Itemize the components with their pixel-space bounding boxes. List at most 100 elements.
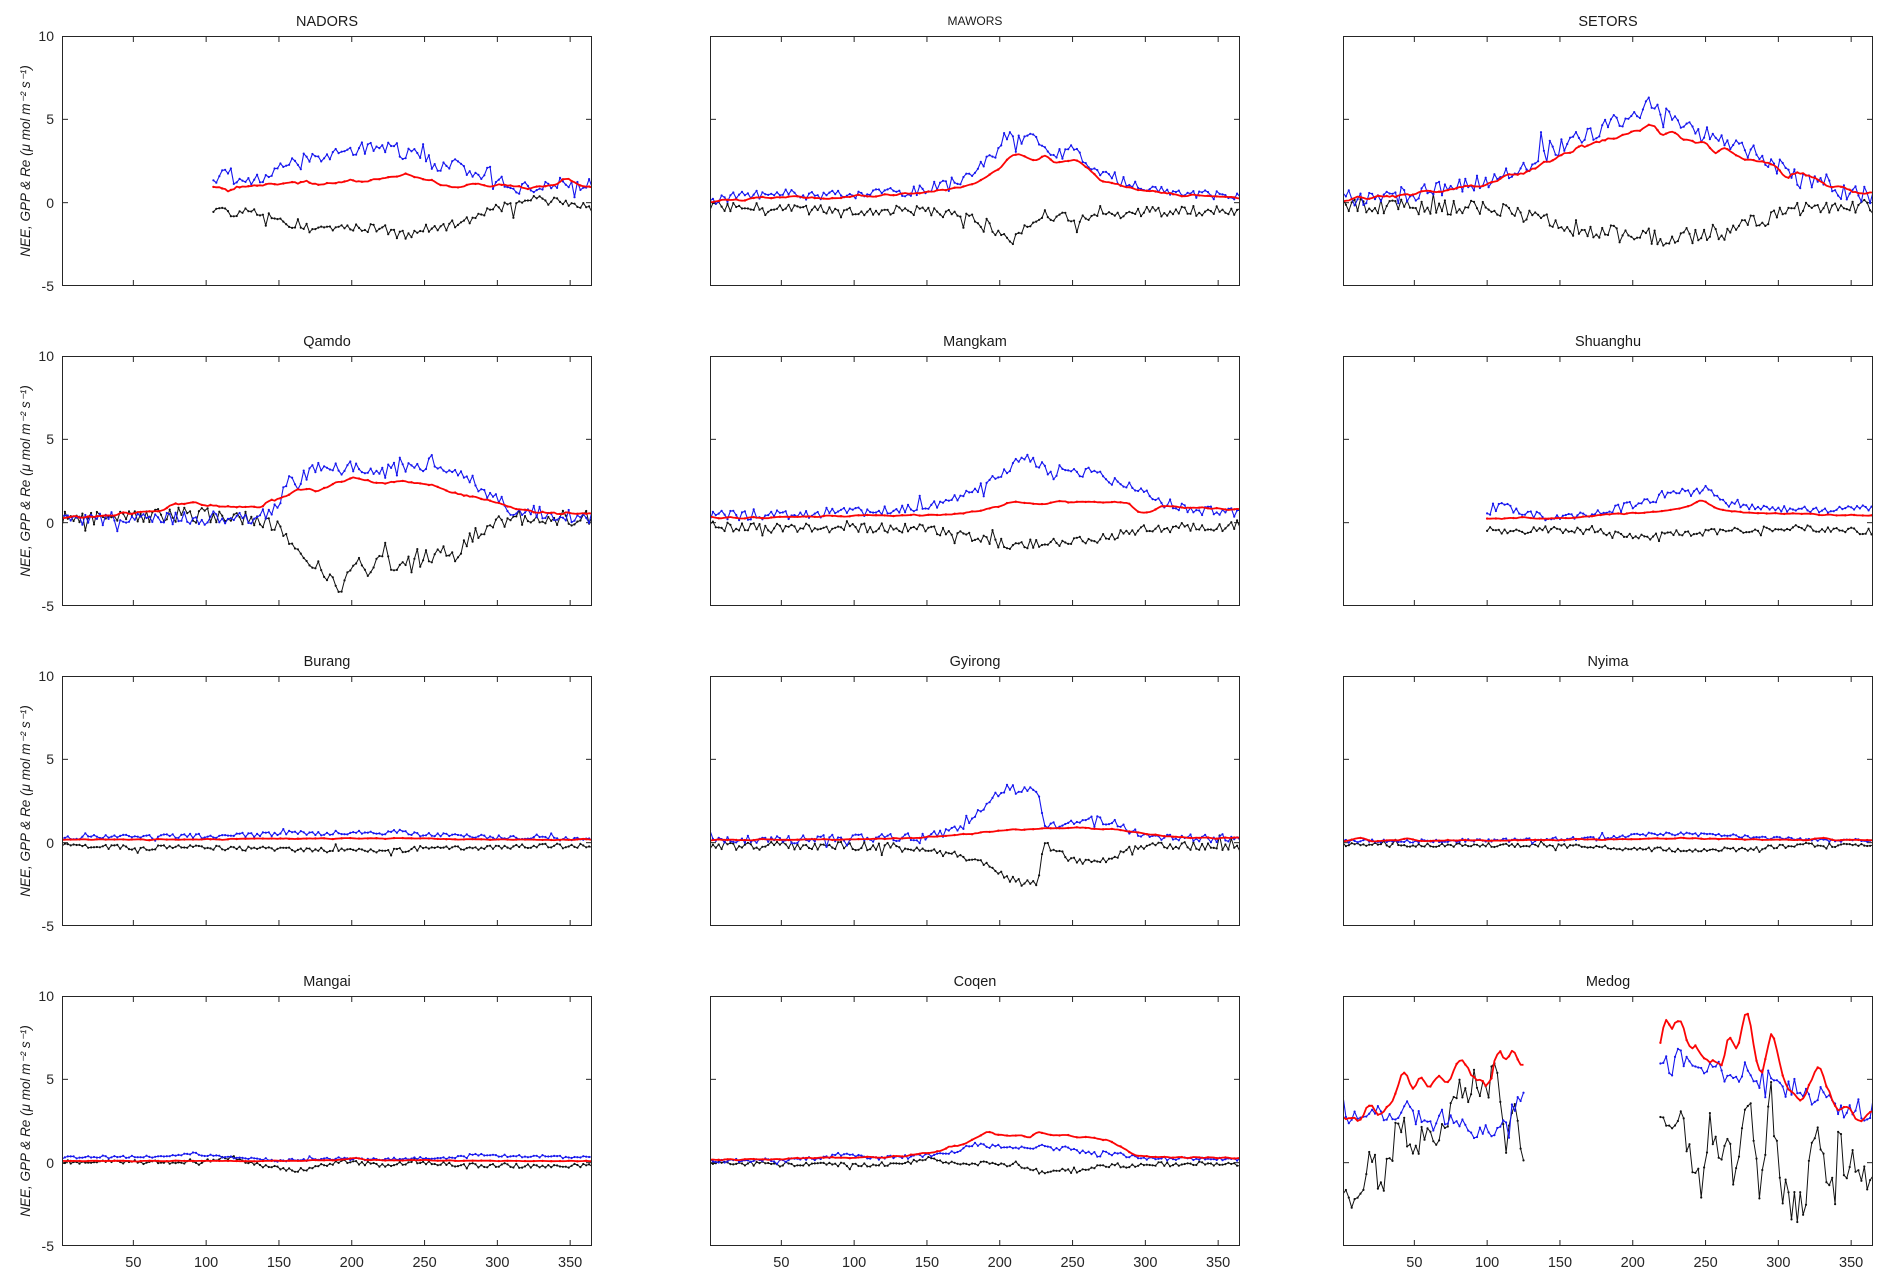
x-tick-label: 50	[773, 1255, 790, 1271]
y-tick-label: 10	[38, 668, 54, 684]
series-markers-re	[212, 172, 591, 192]
x-tick-label: 50	[1406, 1255, 1423, 1271]
x-tick-label: 100	[1475, 1255, 1500, 1271]
series-line-gpp	[213, 141, 592, 198]
series-markers-re	[1485, 500, 1873, 520]
panel-title: Mangkam	[943, 334, 1007, 350]
x-tick-label: 150	[266, 1255, 292, 1271]
plot-border	[710, 676, 1240, 926]
panel-title: Mangai	[303, 974, 351, 990]
axis-ticks	[62, 676, 592, 926]
y-axis-label: NEE, GPP & Re (μ mol m⁻² s⁻¹)	[18, 1025, 33, 1217]
x-tick-label: 250	[1693, 1255, 1718, 1271]
series-markers-nee	[1486, 524, 1873, 543]
y-axis-label: NEE, GPP & Re (μ mol m⁻² s⁻¹)	[18, 385, 33, 577]
series-line-re	[1343, 123, 1873, 203]
y-tick-label: -5	[41, 918, 54, 934]
series-markers-re	[710, 826, 1236, 842]
x-tick-label: 200	[339, 1255, 364, 1271]
series-line-re	[710, 1131, 1240, 1162]
axis-ticks	[1343, 676, 1873, 926]
series-markers-gpp	[62, 454, 592, 533]
series-markers-re	[1343, 1012, 1872, 1123]
series-markers-nee	[710, 200, 1240, 246]
plot-area	[710, 996, 1240, 1246]
y-tick-label: -5	[41, 1238, 54, 1254]
series-line-nee	[213, 195, 592, 240]
series-line-nee	[1486, 524, 1872, 542]
series-markers-nee	[710, 834, 1240, 887]
plot-area	[1343, 676, 1873, 926]
x-tick-label: 350	[558, 1255, 583, 1271]
x-tick-label: 250	[1060, 1255, 1085, 1271]
panel-title: MAWORS	[947, 14, 1003, 28]
x-tick-label: 200	[1620, 1255, 1645, 1271]
plot-border	[62, 36, 592, 286]
panel-title: Coqen	[953, 974, 997, 990]
series-line-nee	[62, 843, 592, 856]
plot-border	[62, 356, 592, 606]
plot-border	[710, 996, 1240, 1246]
series-markers-gpp	[1343, 96, 1873, 207]
y-tick-label: 0	[46, 514, 54, 531]
plot-area	[62, 996, 592, 1246]
axis-ticks	[62, 36, 592, 286]
series-markers-nee	[62, 842, 592, 857]
series-markers-nee	[212, 195, 592, 240]
series-markers-gpp	[1486, 484, 1873, 522]
plot-area	[62, 356, 592, 606]
y-tick-label: -5	[41, 278, 54, 294]
series-markers-gpp	[212, 141, 592, 199]
series-line-re	[710, 500, 1240, 520]
y-tick-label: 0	[46, 1154, 54, 1171]
panel-title: Qamdo	[303, 334, 351, 350]
panel-title: Shuanghu	[1574, 334, 1642, 350]
x-tick-label: 150	[914, 1255, 940, 1271]
series-markers-nee	[1343, 192, 1873, 247]
plot-border	[62, 996, 592, 1246]
axis-ticks	[710, 36, 1240, 286]
series-markers-re	[62, 836, 588, 842]
y-axis-label: NEE, GPP & Re (μ mol m⁻² s⁻¹)	[18, 65, 33, 257]
plot-area	[710, 676, 1240, 926]
y-tick-label: 5	[46, 1071, 54, 1088]
axis-ticks	[710, 676, 1240, 926]
plot-border	[710, 36, 1240, 286]
axis-ticks	[710, 356, 1240, 606]
plot-area	[62, 676, 592, 926]
x-tick-label: 250	[412, 1255, 437, 1271]
axis-ticks	[62, 356, 592, 606]
panel-title: NADORS	[295, 14, 359, 30]
panel-title: Nyima	[1587, 654, 1629, 670]
series-line-gpp	[1343, 97, 1873, 206]
series-line-gpp	[62, 454, 592, 532]
panel-title: Medog	[1585, 974, 1631, 990]
plot-border	[1343, 676, 1873, 926]
y-tick-label: 10	[38, 348, 54, 364]
series-line-nee	[1343, 1062, 1873, 1223]
plot-border	[62, 676, 592, 926]
plot-area	[1343, 356, 1873, 606]
plot-area	[1343, 36, 1873, 286]
plot-area	[710, 356, 1240, 606]
axis-ticks	[1343, 36, 1873, 286]
plot-border	[1343, 996, 1873, 1246]
y-tick-label: -5	[41, 598, 54, 614]
x-tick-label: 50	[125, 1255, 142, 1271]
plot-area	[710, 36, 1240, 286]
x-tick-label: 350	[1839, 1255, 1864, 1271]
panel-title: Burang	[303, 654, 351, 670]
y-tick-label: 10	[38, 28, 54, 44]
series-line-re	[710, 153, 1240, 204]
y-tick-label: 10	[38, 988, 54, 1004]
panel-title: SETORS	[1578, 14, 1638, 30]
x-tick-label: 100	[194, 1255, 219, 1271]
y-tick-label: 0	[46, 834, 54, 851]
panel-title: Gyirong	[949, 654, 1001, 670]
series-line-nee	[710, 519, 1240, 550]
x-tick-label: 100	[842, 1255, 867, 1271]
series-line-nee	[710, 201, 1240, 245]
x-tick-label: 300	[1766, 1255, 1791, 1271]
series-markers-re	[710, 499, 1236, 520]
